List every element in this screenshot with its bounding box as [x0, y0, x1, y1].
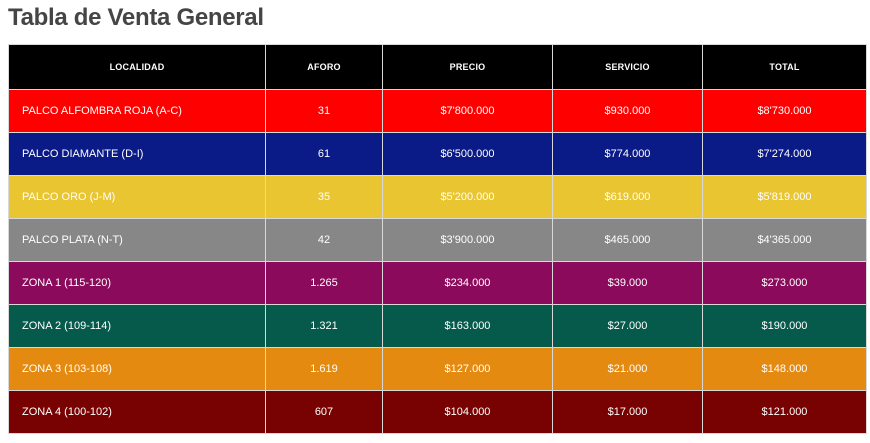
table-body: PALCO ALFOMBRA ROJA (A-C) 31 $7'800.000 …	[8, 89, 867, 434]
cell-aforo: 1.265	[265, 261, 383, 305]
cell-servicio: $930.000	[552, 89, 703, 133]
header-aforo: AFORO	[265, 44, 383, 90]
cell-total: $4'365.000	[702, 218, 867, 262]
cell-localidad: PALCO ORO (J-M)	[8, 175, 266, 219]
cell-precio: $104.000	[382, 390, 553, 434]
cell-aforo: 31	[265, 89, 383, 133]
table-row: ZONA 2 (109-114) 1.321 $163.000 $27.000 …	[8, 304, 867, 348]
cell-aforo: 61	[265, 132, 383, 176]
header-precio: PRECIO	[382, 44, 553, 90]
table-row: ZONA 1 (115-120) 1.265 $234.000 $39.000 …	[8, 261, 867, 305]
cell-precio: $127.000	[382, 347, 553, 391]
cell-precio: $3'900.000	[382, 218, 553, 262]
table-row: PALCO ALFOMBRA ROJA (A-C) 31 $7'800.000 …	[8, 89, 867, 133]
header-row: LOCALIDAD AFORO PRECIO SERVICIO TOTAL	[8, 44, 867, 90]
cell-total: $8'730.000	[702, 89, 867, 133]
cell-localidad: ZONA 4 (100-102)	[8, 390, 266, 434]
cell-aforo: 35	[265, 175, 383, 219]
cell-localidad: PALCO ALFOMBRA ROJA (A-C)	[8, 89, 266, 133]
cell-precio: $234.000	[382, 261, 553, 305]
cell-total: $148.000	[702, 347, 867, 391]
table-row: PALCO PLATA (N-T) 42 $3'900.000 $465.000…	[8, 218, 867, 262]
cell-total: $5'819.000	[702, 175, 867, 219]
cell-total: $273.000	[702, 261, 867, 305]
table-row: ZONA 4 (100-102) 607 $104.000 $17.000 $1…	[8, 390, 867, 434]
cell-servicio: $39.000	[552, 261, 703, 305]
cell-servicio: $21.000	[552, 347, 703, 391]
sales-table: LOCALIDAD AFORO PRECIO SERVICIO TOTAL PA…	[8, 44, 867, 434]
cell-servicio: $17.000	[552, 390, 703, 434]
cell-precio: $5'200.000	[382, 175, 553, 219]
cell-localidad: ZONA 1 (115-120)	[8, 261, 266, 305]
table-header: LOCALIDAD AFORO PRECIO SERVICIO TOTAL	[8, 44, 867, 90]
cell-aforo: 1.619	[265, 347, 383, 391]
cell-aforo: 42	[265, 218, 383, 262]
table-row: ZONA 3 (103-108) 1.619 $127.000 $21.000 …	[8, 347, 867, 391]
cell-servicio: $619.000	[552, 175, 703, 219]
cell-aforo: 607	[265, 390, 383, 434]
table-row: PALCO DIAMANTE (D-I) 61 $6'500.000 $774.…	[8, 132, 867, 176]
cell-total: $121.000	[702, 390, 867, 434]
cell-localidad: PALCO PLATA (N-T)	[8, 218, 266, 262]
cell-precio: $163.000	[382, 304, 553, 348]
cell-localidad: ZONA 3 (103-108)	[8, 347, 266, 391]
table-row: PALCO ORO (J-M) 35 $5'200.000 $619.000 $…	[8, 175, 867, 219]
cell-total: $190.000	[702, 304, 867, 348]
cell-servicio: $27.000	[552, 304, 703, 348]
cell-precio: $7'800.000	[382, 89, 553, 133]
cell-localidad: ZONA 2 (109-114)	[8, 304, 266, 348]
cell-servicio: $774.000	[552, 132, 703, 176]
cell-precio: $6'500.000	[382, 132, 553, 176]
cell-localidad: PALCO DIAMANTE (D-I)	[8, 132, 266, 176]
cell-aforo: 1.321	[265, 304, 383, 348]
page-title: Tabla de Venta General	[8, 4, 264, 31]
header-total: TOTAL	[702, 44, 867, 90]
cell-total: $7'274.000	[702, 132, 867, 176]
header-localidad: LOCALIDAD	[8, 44, 266, 90]
header-servicio: SERVICIO	[552, 44, 703, 90]
cell-servicio: $465.000	[552, 218, 703, 262]
